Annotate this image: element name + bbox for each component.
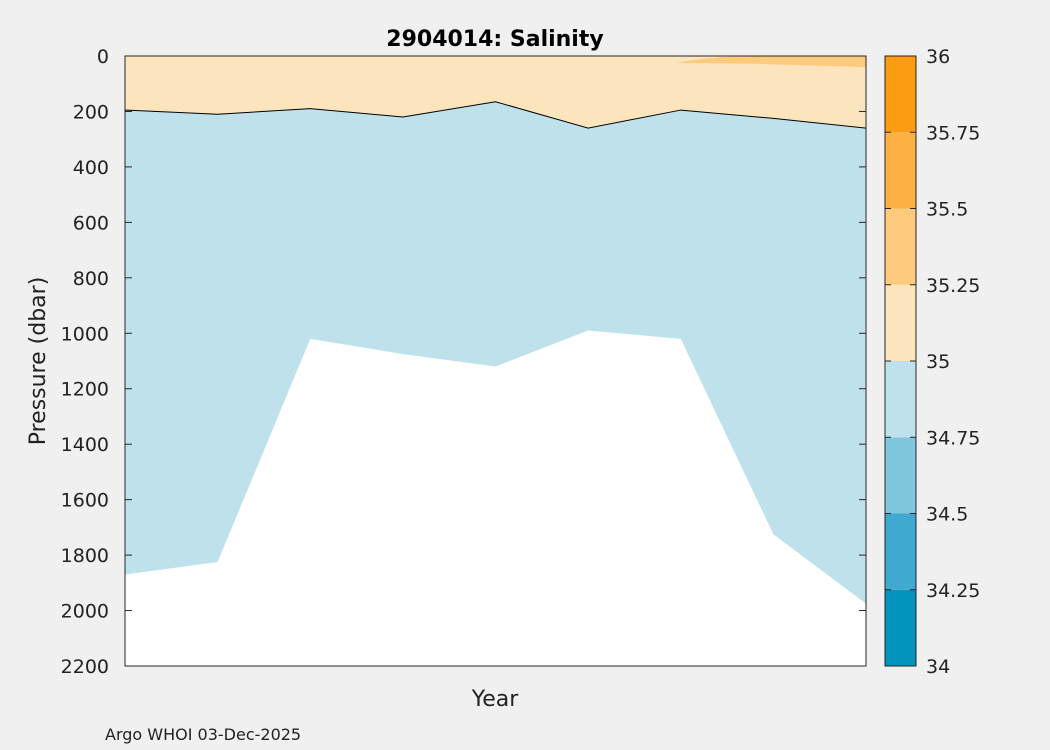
y-tick-label: 0 (97, 46, 109, 68)
axes-frame (124, 55, 867, 667)
colorbar-tick-label: 35.5 (926, 199, 968, 221)
colorbar-tick-label: 36 (926, 46, 950, 68)
y-axis-label: Pressure (dbar) (26, 277, 51, 446)
colorbar-tick-label: 35.25 (926, 275, 980, 297)
salinity-band-34-75-35 (125, 56, 866, 604)
x-axis-label: Year (471, 687, 520, 712)
y-tick-label: 200 (73, 101, 109, 123)
chart-title: 2904014: Salinity (386, 27, 603, 52)
y-tick-label: 1200 (61, 379, 109, 401)
isohaline-35-contour (124, 101, 867, 129)
colorbar-segment (885, 361, 916, 438)
y-tick-label: 1000 (61, 323, 109, 345)
colorbar-tick-label: 34 (926, 656, 950, 678)
y-tick-label: 800 (73, 268, 109, 290)
y-tick-label: 1400 (61, 434, 109, 456)
plot-area (124, 56, 867, 666)
colorbar-tick-label: 34.25 (926, 580, 980, 602)
colorbar-segment (885, 589, 916, 666)
colorbar-tick-label: 34.75 (926, 427, 980, 449)
colorbar-segment (885, 284, 916, 361)
colorbar-segment (885, 437, 916, 514)
salinity-band-35-25-35-5 (675, 56, 866, 68)
colorbar-segment (885, 513, 916, 590)
colorbar-segment (885, 56, 916, 133)
colorbar-segment (885, 132, 916, 209)
colorbar-tick-label: 35 (926, 351, 950, 373)
y-tick-label: 400 (73, 157, 109, 179)
y-tick-label: 1600 (61, 490, 109, 512)
colorbar-tick-label: 35.75 (926, 122, 980, 144)
y-tick-label: 2000 (61, 601, 109, 623)
y-tick-label: 1800 (61, 545, 109, 567)
axes: 0 200 400 600 800 1000 1200 1400 1600 1800 2000 220… (61, 46, 867, 678)
y-tick-label: 600 (73, 212, 109, 234)
colorbar-segment (885, 208, 916, 285)
y-tick-label: 2200 (61, 656, 109, 678)
footer-credit: Argo WHOI 03-Dec-2025 (105, 725, 302, 744)
colorbar-tick-label: 34.5 (926, 504, 968, 526)
colorbar: 34 34.25 34.5 34.75 35 35.25 35.5 35.75 36 (884, 46, 980, 678)
